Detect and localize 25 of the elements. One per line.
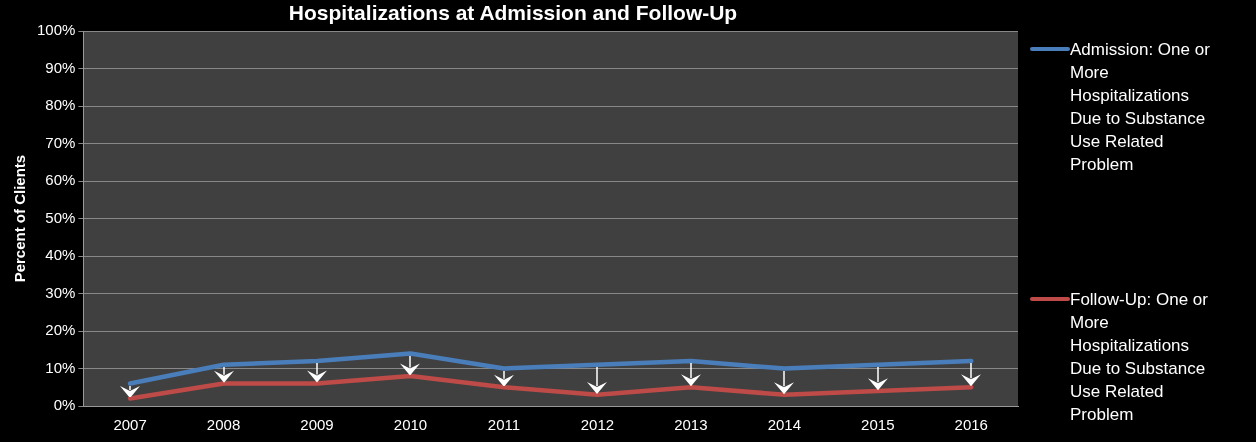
x-tick-label: 2012 <box>580 416 615 434</box>
legend-label: Admission: One or More Hospitalizations Due to Substance Use Related Problem <box>1070 39 1210 176</box>
y-tick-label: 90% <box>45 58 76 76</box>
legend-label: Follow-Up: One or More Hospitalizations Due to Substance Use Related Problem <box>1070 289 1209 426</box>
y-tick-label: 10% <box>45 358 76 376</box>
y-tick-label: 20% <box>45 321 76 339</box>
y-tick-label: 30% <box>45 283 76 301</box>
x-tick-label: 2008 <box>206 416 241 434</box>
y-tick-label: 60% <box>45 171 76 189</box>
y-tick-label: 80% <box>45 96 76 114</box>
y-tick-label: 70% <box>45 133 76 151</box>
y-axis-title: Percent of Clients <box>11 154 29 283</box>
y-tick-label: 0% <box>53 396 76 414</box>
x-tick-label: 2007 <box>113 416 147 434</box>
x-tick-label: 2014 <box>767 416 802 434</box>
x-tick-label: 2009 <box>300 416 334 434</box>
x-tick-label: 2010 <box>393 416 428 434</box>
x-tick-label: 2011 <box>487 416 521 434</box>
y-tick-label: 100% <box>36 21 76 39</box>
chart-title: Hospitalizations at Admission and Follow-Up <box>288 1 738 25</box>
y-tick-label: 50% <box>45 208 76 226</box>
x-tick-label: 2013 <box>674 416 708 434</box>
x-tick-label: 2016 <box>954 416 988 434</box>
y-tick-label: 40% <box>45 246 76 264</box>
x-tick-label: 2015 <box>861 416 895 434</box>
